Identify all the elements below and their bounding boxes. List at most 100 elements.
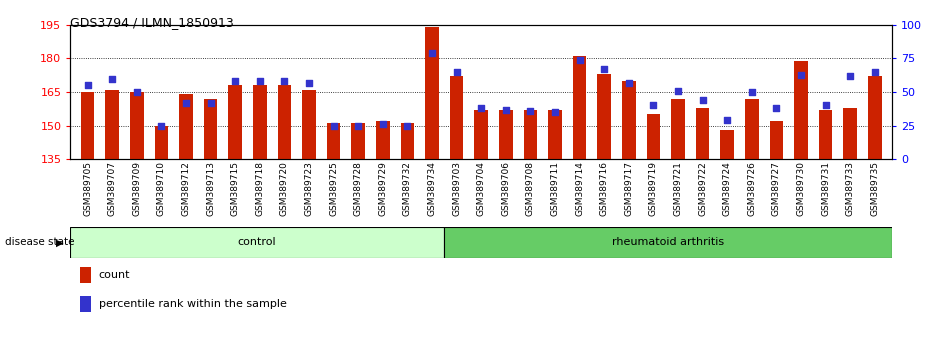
Bar [204, 99, 218, 159]
Point [277, 79, 292, 84]
Text: GSM389709: GSM389709 [132, 161, 142, 216]
Bar [131, 92, 144, 159]
Point [572, 57, 587, 63]
Point [596, 66, 611, 72]
Point [228, 79, 243, 84]
Text: GSM389725: GSM389725 [330, 161, 338, 216]
Bar [794, 61, 808, 159]
Bar [597, 74, 611, 159]
Text: GSM389724: GSM389724 [723, 161, 731, 216]
Point [400, 123, 415, 129]
Bar [70, 227, 444, 258]
Point [473, 105, 488, 111]
Point [203, 100, 218, 105]
Bar [720, 130, 734, 159]
Text: GSM389727: GSM389727 [772, 161, 781, 216]
Point [769, 105, 784, 111]
Text: GSM389718: GSM389718 [255, 161, 265, 216]
Point [818, 103, 833, 108]
Text: GSM389719: GSM389719 [649, 161, 658, 216]
Text: control: control [238, 238, 276, 247]
Point [622, 80, 637, 85]
Bar [450, 76, 464, 159]
Text: GSM389712: GSM389712 [181, 161, 191, 216]
Text: GSM389707: GSM389707 [108, 161, 116, 216]
Text: GSM389734: GSM389734 [427, 161, 437, 216]
Text: GSM389733: GSM389733 [846, 161, 854, 216]
Point [326, 123, 341, 129]
Point [351, 123, 366, 129]
Bar [228, 85, 242, 159]
Point [695, 97, 710, 103]
Point [646, 103, 661, 108]
Text: GSM389710: GSM389710 [157, 161, 166, 216]
Bar [155, 126, 168, 159]
Point [178, 100, 193, 105]
Point [670, 88, 685, 93]
Bar [444, 227, 892, 258]
Point [301, 80, 316, 85]
Point [719, 118, 734, 123]
Text: GSM389723: GSM389723 [304, 161, 314, 216]
Text: GSM389720: GSM389720 [280, 161, 289, 216]
Point [376, 121, 391, 127]
Text: ▶: ▶ [56, 238, 64, 247]
Bar [351, 124, 365, 159]
Point [547, 109, 562, 115]
Bar [868, 76, 882, 159]
Text: GSM389708: GSM389708 [526, 161, 535, 216]
Text: GSM389711: GSM389711 [550, 161, 560, 216]
Point [842, 73, 857, 79]
Text: GSM389703: GSM389703 [453, 161, 461, 216]
Point [523, 108, 538, 114]
Text: GSM389729: GSM389729 [378, 161, 388, 216]
Bar [622, 81, 636, 159]
Point [105, 76, 120, 81]
Bar [671, 99, 685, 159]
Bar [425, 27, 439, 159]
Text: rheumatoid arthritis: rheumatoid arthritis [612, 238, 724, 247]
Bar [302, 90, 316, 159]
Text: GSM389731: GSM389731 [821, 161, 830, 216]
Point [130, 89, 145, 95]
Bar [524, 110, 537, 159]
Bar [254, 85, 267, 159]
Bar [843, 108, 857, 159]
Bar [745, 99, 759, 159]
Text: disease state: disease state [5, 238, 74, 247]
Text: GSM389717: GSM389717 [624, 161, 633, 216]
Bar [401, 124, 414, 159]
Bar [573, 56, 586, 159]
Text: percentile rank within the sample: percentile rank within the sample [99, 298, 286, 309]
Bar [327, 124, 341, 159]
Text: GSM389732: GSM389732 [403, 161, 412, 216]
Bar [278, 85, 291, 159]
Point [793, 72, 808, 78]
Bar [696, 108, 709, 159]
Bar [499, 110, 513, 159]
Bar [474, 110, 488, 159]
Bar [105, 90, 119, 159]
Text: GSM389730: GSM389730 [796, 161, 806, 216]
Point [868, 69, 883, 75]
Point [424, 50, 439, 56]
Bar [647, 114, 660, 159]
Text: GSM389721: GSM389721 [673, 161, 683, 216]
Bar [548, 110, 562, 159]
Text: GSM389722: GSM389722 [698, 161, 707, 216]
Text: GSM389726: GSM389726 [747, 161, 756, 216]
Bar [377, 121, 390, 159]
Text: GSM389704: GSM389704 [477, 161, 485, 216]
Text: GSM389713: GSM389713 [207, 161, 215, 216]
Bar [179, 94, 192, 159]
Text: GSM389715: GSM389715 [231, 161, 239, 216]
Point [449, 69, 464, 75]
Text: count: count [99, 270, 131, 280]
Text: GSM389716: GSM389716 [600, 161, 608, 216]
Text: GSM389714: GSM389714 [575, 161, 584, 216]
Text: GDS3794 / ILMN_1850913: GDS3794 / ILMN_1850913 [70, 16, 234, 29]
Bar [819, 110, 832, 159]
Bar [770, 121, 783, 159]
Point [745, 89, 760, 95]
Text: GSM389706: GSM389706 [501, 161, 510, 216]
